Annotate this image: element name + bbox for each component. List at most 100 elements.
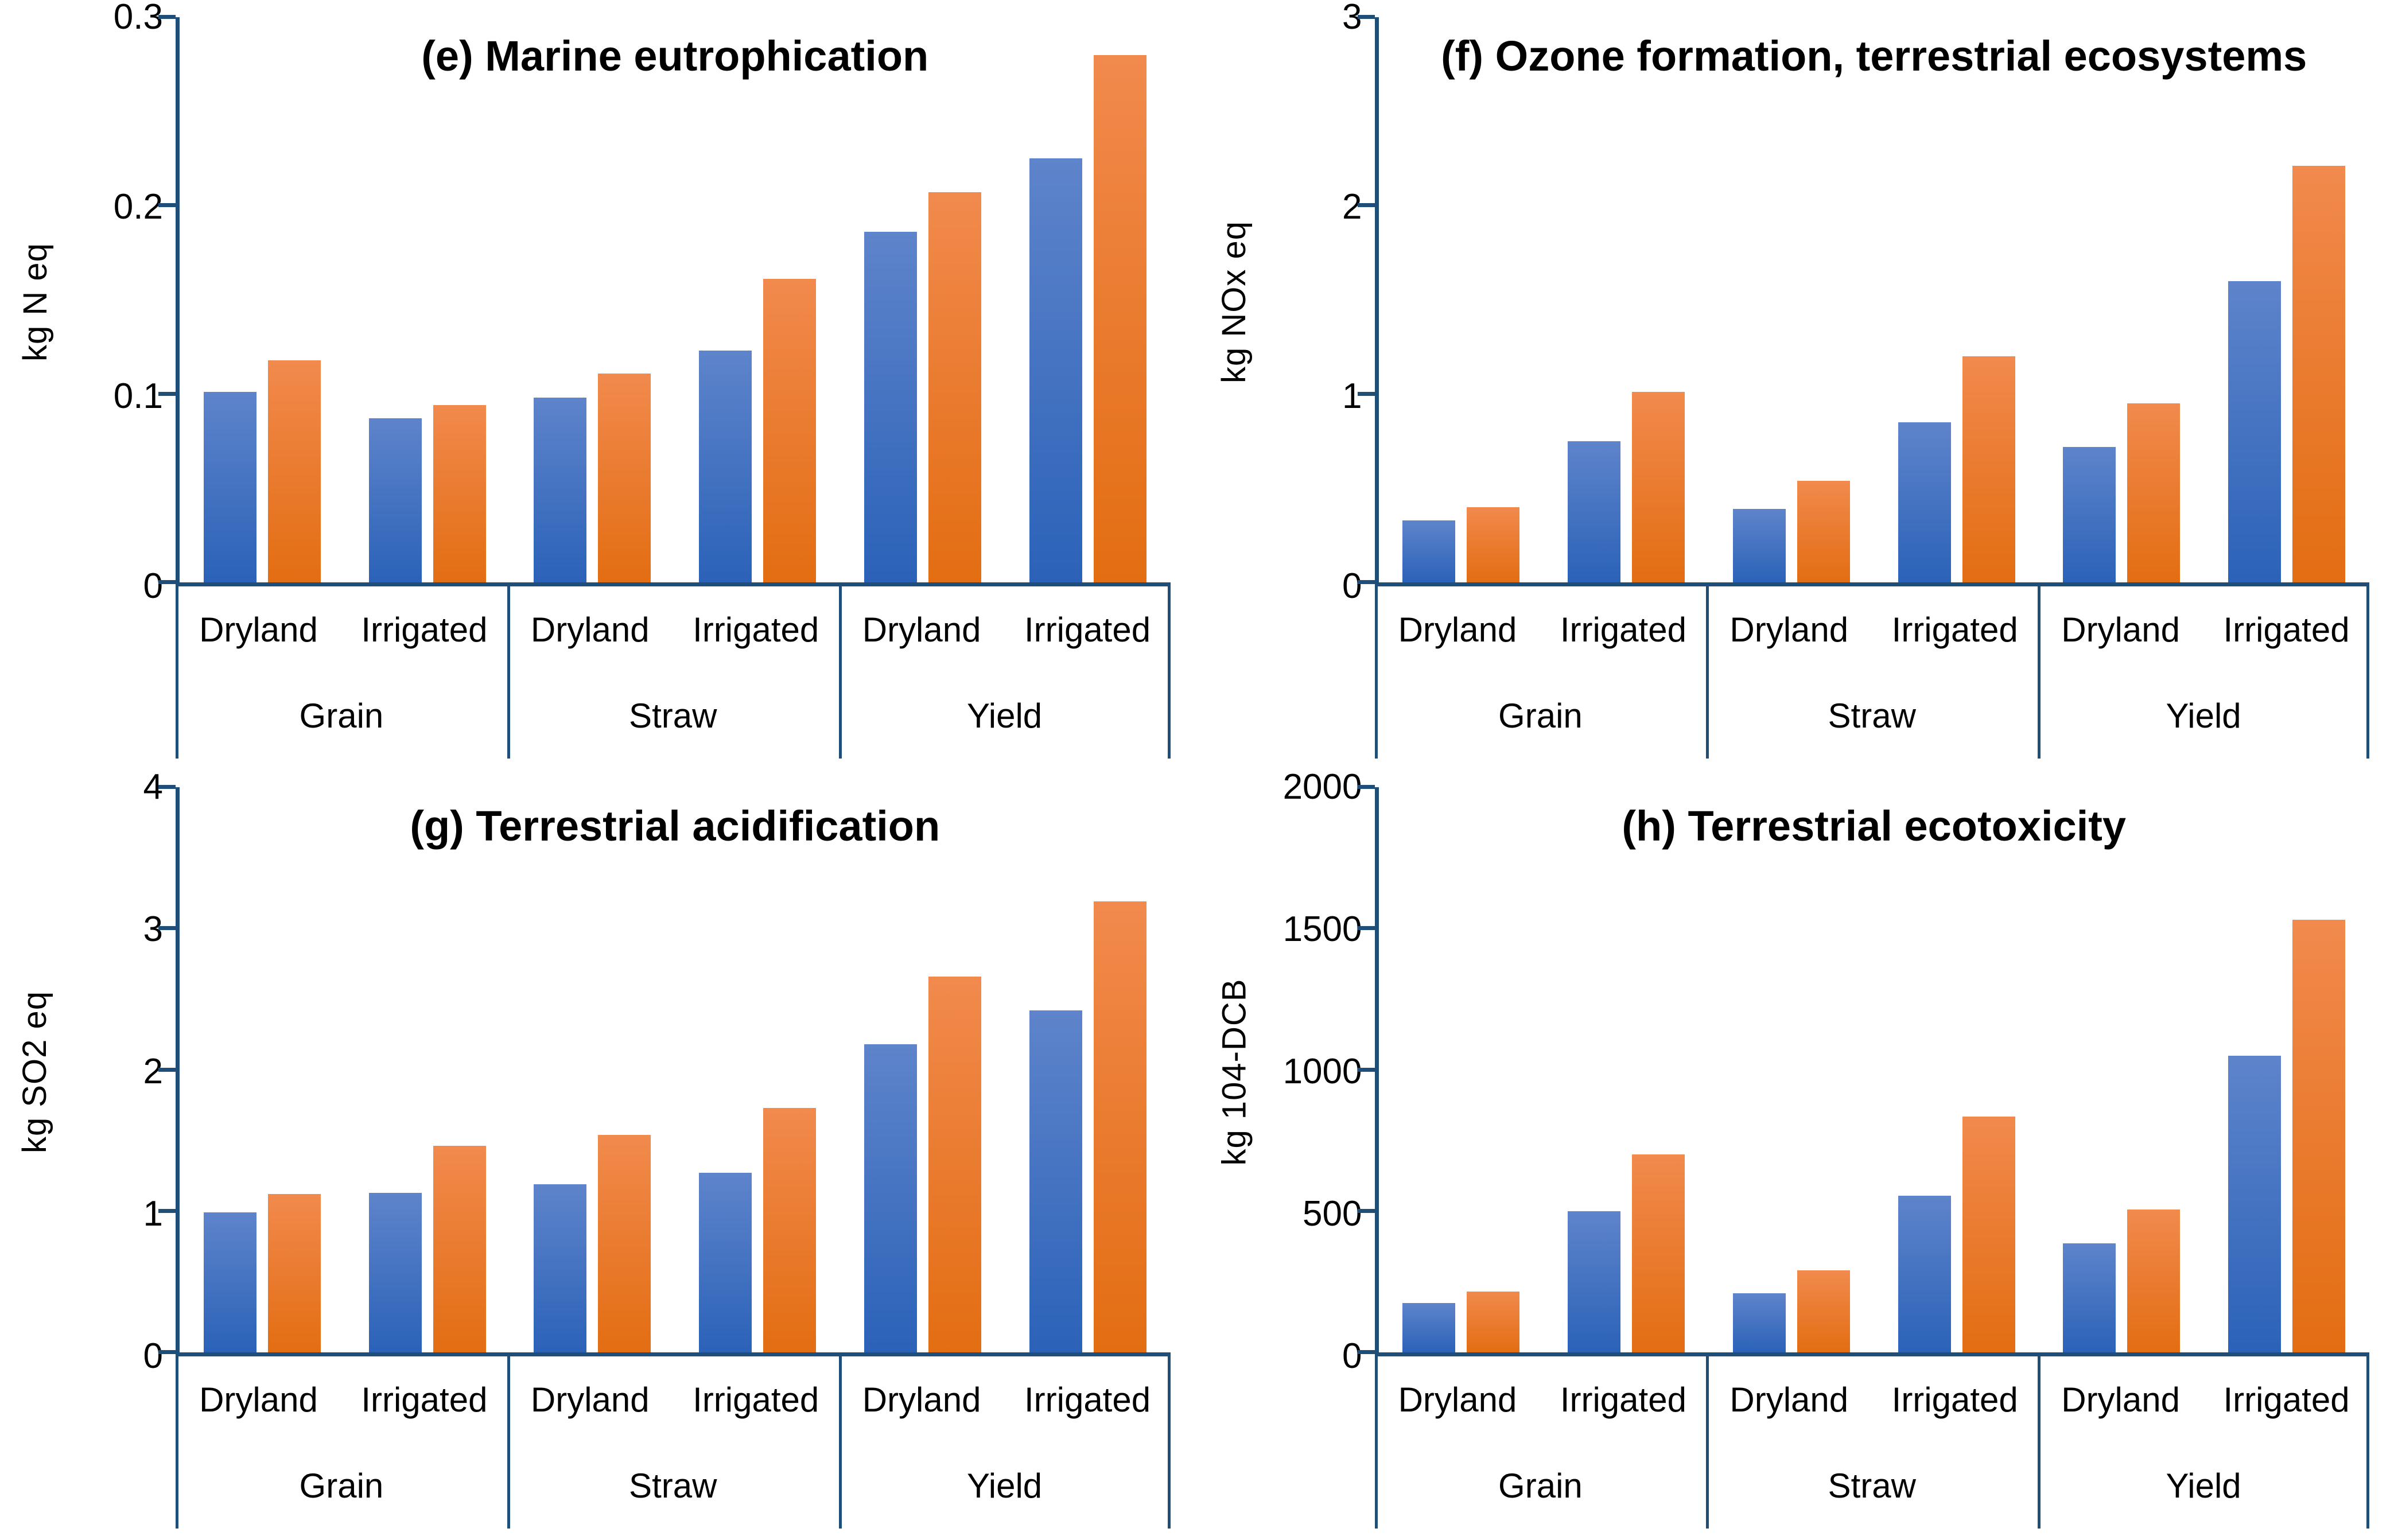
y-tick-mark <box>158 1350 176 1354</box>
bar-pair-straw-dryland <box>534 787 651 1352</box>
bar-blue-yield-dryland <box>2063 1243 2116 1352</box>
y-tick-label: 2 <box>1342 186 1362 227</box>
bar-orange-straw-irrigated <box>1962 356 2015 582</box>
panel-marine-eutrophication: kg N eq 0 0.1 0.2 0.3 (e) Marine eutrophica… <box>0 0 1199 770</box>
subcategory-label-irrigated: Irrigated <box>1024 610 1151 649</box>
bar-pair-straw-irrigated <box>1898 17 2015 582</box>
y-axis-label-text: kg NOx eq <box>1215 220 1253 383</box>
bar-blue-grain-dryland <box>1402 1302 1456 1352</box>
subcategory-cell-straw: Dryland Irrigated <box>1706 610 2038 650</box>
y-tick-label: 1 <box>1342 376 1362 417</box>
y-tick-mark <box>158 1067 176 1072</box>
bar-group-yield <box>2039 787 2370 1352</box>
subcategory-label-irrigated: Irrigated <box>2223 1380 2350 1419</box>
category-label-straw: Straw <box>1828 696 1916 735</box>
category-separator <box>2038 1356 2041 1529</box>
bar-orange-straw-dryland <box>1797 480 1850 582</box>
category-separator <box>2366 586 2369 759</box>
subcategory-label-dryland: Dryland <box>530 610 650 649</box>
bar-orange-yield-irrigated <box>1093 55 1146 582</box>
category-row: Grain Straw Yield <box>1375 1442 2370 1529</box>
bar-groups <box>1379 17 2370 582</box>
panel-ozone-formation: kg NOx eq 0 1 2 3 (f) Ozone formation, terr… <box>1199 0 2398 770</box>
bar-pair-straw-irrigated <box>699 787 817 1352</box>
bar-group-yield <box>840 17 1171 582</box>
bar-blue-straw-dryland <box>534 398 587 582</box>
bar-orange-grain-irrigated <box>1632 1154 1685 1352</box>
bar-orange-straw-dryland <box>1797 1270 1850 1352</box>
bar-pair-grain-irrigated <box>368 17 486 582</box>
bar-orange-grain-dryland <box>267 1194 321 1352</box>
y-tick-mark <box>1357 1067 1375 1072</box>
panel-title: (f) Ozone formation, terrestrial ecosyst… <box>1441 32 2307 80</box>
bar-pair-yield-dryland <box>864 787 981 1352</box>
bar-orange-yield-irrigated <box>2292 166 2346 582</box>
bar-pair-grain-irrigated <box>1568 787 1685 1352</box>
bar-pair-yield-dryland <box>864 17 981 582</box>
category-separator <box>507 586 510 759</box>
y-tick-label: 2 <box>143 1052 163 1091</box>
subcategory-label-dryland: Dryland <box>862 610 981 649</box>
bar-blue-straw-dryland <box>534 1184 587 1352</box>
y-axis-label: kg 104-DCB <box>1208 787 1260 1356</box>
bar-blue-grain-irrigated <box>368 1192 422 1352</box>
bar-blue-grain-dryland <box>203 1212 256 1352</box>
y-tick-mark <box>158 203 176 208</box>
bar-orange-grain-irrigated <box>433 1146 486 1352</box>
category-separator <box>838 586 842 759</box>
category-separator <box>1374 1356 1378 1529</box>
bar-blue-straw-irrigated <box>699 1173 752 1352</box>
category-label-yield: Yield <box>2166 696 2241 735</box>
panel-title: (e) Marine eutrophication <box>421 32 929 80</box>
y-tick-mark <box>158 1208 176 1213</box>
category-separator <box>2366 1356 2369 1529</box>
category-label-yield: Yield <box>2166 1466 2241 1505</box>
y-tick-label: 2000 <box>1282 767 1362 807</box>
category-label-grain: Grain <box>299 1466 384 1505</box>
bar-blue-yield-dryland <box>864 232 917 582</box>
y-axis-ticks: 0 1 2 3 <box>1260 0 1375 606</box>
y-tick-mark <box>1357 15 1375 19</box>
y-axis-label-text: kg N eq <box>16 242 54 361</box>
y-tick-label: 0.2 <box>113 186 163 227</box>
subcategory-label-dryland: Dryland <box>1729 610 1849 649</box>
bar-blue-straw-dryland <box>1732 508 1786 582</box>
y-tick-mark <box>158 15 176 19</box>
bar-orange-yield-dryland <box>2127 403 2181 582</box>
bar-group-yield <box>2039 17 2370 582</box>
y-tick-label: 0.1 <box>113 376 163 417</box>
category-separator <box>2038 586 2041 759</box>
plot-area: (h) Terrestrial ecotoxicity <box>1357 785 2370 1356</box>
subcategory-label-irrigated: Irrigated <box>2223 610 2350 649</box>
subcategory-cell-straw: Dryland Irrigated <box>507 610 839 650</box>
bar-group-grain <box>180 787 510 1352</box>
bar-group-grain <box>180 17 510 582</box>
subcategory-cell-grain: Dryland Irrigated <box>1375 1380 1707 1420</box>
bar-orange-straw-irrigated <box>1962 1116 2015 1352</box>
y-tick-mark <box>158 580 176 584</box>
subcategory-label-irrigated: Irrigated <box>1891 1380 2018 1419</box>
panel-terrestrial-ecotoxicity: kg 104-DCB 0 500 1000 1500 2000 (h) Terrestr… <box>1199 767 2398 1540</box>
category-axis-table: Dryland Irrigated Dryland Irrigated Dryland I… <box>176 1356 1171 1529</box>
bar-pair-straw-irrigated <box>699 17 817 582</box>
bar-blue-straw-dryland <box>1732 1293 1786 1352</box>
bar-blue-yield-irrigated <box>2228 281 2282 582</box>
y-tick-label: 0 <box>1342 1336 1362 1376</box>
y-tick-label: 500 <box>1303 1194 1362 1234</box>
subcategory-label-dryland: Dryland <box>1398 610 1517 649</box>
category-label-grain: Grain <box>1498 1466 1583 1505</box>
category-separator <box>1374 586 1378 759</box>
y-tick-label: 0 <box>143 566 163 606</box>
category-separator <box>507 1356 510 1529</box>
bar-group-straw <box>1709 17 2039 582</box>
y-tick-mark <box>1357 391 1375 396</box>
bar-group-straw <box>510 17 841 582</box>
y-tick-label: 1000 <box>1282 1052 1362 1091</box>
y-tick-mark <box>1357 1208 1375 1213</box>
bar-blue-straw-irrigated <box>699 351 752 582</box>
bar-orange-straw-irrigated <box>763 279 817 582</box>
bar-orange-grain-dryland <box>267 360 321 582</box>
category-label-yield: Yield <box>966 1466 1043 1505</box>
panel-terrestrial-acidification: kg SO2 eq 0 1 2 3 4 (g) Terrestrial acidific… <box>0 767 1199 1540</box>
